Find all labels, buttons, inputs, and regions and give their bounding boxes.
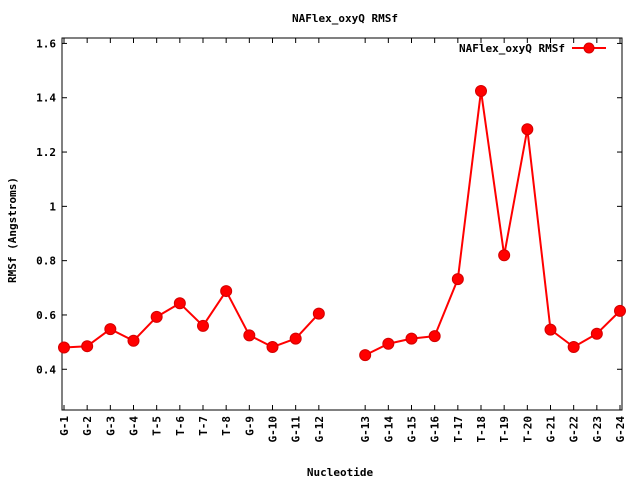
x-tick-label: G-3 (104, 416, 117, 436)
x-tick-label: G-22 (568, 416, 581, 443)
data-point (81, 340, 94, 353)
plot-area: 0.4 0.6 0.8 1 1.2 1.4 1.6 G-1 G-2 G-3 G-4 T-5 T-6 T-7… (36, 37, 627, 442)
x-tick-label: T-8 (220, 416, 233, 436)
series-line (63, 290, 320, 349)
data-point (197, 319, 209, 332)
data-point (220, 285, 233, 298)
plot-frame (61, 37, 623, 411)
x-axis-label: Nucleotide (307, 466, 374, 479)
y-tick-label: 1.4 (36, 92, 56, 105)
x-tick-label: G-2 (81, 416, 94, 436)
x-tick-label: G-15 (406, 416, 419, 443)
data-point (289, 332, 302, 345)
y-tick-label: 1 (49, 200, 56, 213)
chart-title: NAFlex_oxyQ RMSf (292, 12, 398, 25)
y-tick-label: 1.6 (36, 37, 56, 50)
data-point (150, 310, 163, 323)
legend-marker (583, 42, 595, 54)
x-tick-label: G-23 (591, 416, 604, 443)
x-tick-label: G-10 (267, 416, 280, 443)
y-tick-label: 0.6 (36, 309, 56, 322)
x-tick-label: G-11 (290, 416, 303, 443)
x-tick-label: G-24 (614, 416, 627, 443)
data-point (104, 323, 117, 336)
x-tick-label: G-21 (545, 416, 558, 443)
data-point (243, 329, 256, 342)
legend-label: NAFlex_oxyQ RMSf (459, 42, 565, 55)
x-tick-label: T-5 (151, 416, 164, 436)
data-point (359, 349, 372, 362)
legend: NAFlex_oxyQ RMSf (459, 42, 606, 55)
x-tick-label: G-14 (382, 416, 395, 443)
data-point (567, 341, 580, 354)
data-point (475, 84, 487, 97)
data-point (312, 307, 325, 320)
x-tick-label: G-12 (313, 416, 326, 443)
x-tick-label: T-18 (475, 416, 488, 443)
x-tick-label: G-13 (359, 416, 372, 443)
data-point (266, 341, 279, 354)
x-tick-label: T-17 (452, 416, 465, 443)
data-point (382, 337, 395, 350)
data-point (614, 304, 626, 317)
y-tick-label: 1.2 (36, 146, 56, 159)
y-tick-label: 0.4 (36, 363, 56, 376)
x-tick-label: G-9 (243, 416, 256, 436)
x-tick-label: T-19 (498, 416, 511, 443)
data-point (451, 273, 464, 286)
data-point (521, 123, 534, 136)
x-tick-label: T-6 (174, 416, 187, 436)
series-line (364, 89, 621, 357)
x-tick-label: T-20 (521, 416, 534, 443)
y-axis-label: RMSf (Angstroms) (6, 177, 19, 283)
data-point (58, 341, 70, 354)
data-point (405, 332, 418, 345)
data-point (127, 334, 140, 347)
x-tick-label: G-1 (58, 416, 71, 436)
data-point (544, 323, 557, 336)
x-tick-label: G-16 (429, 416, 442, 443)
data-point (498, 249, 511, 262)
data-point (173, 297, 186, 310)
data-point (428, 330, 441, 343)
x-tick-label: G-4 (128, 416, 141, 436)
x-tick-label: T-7 (197, 416, 210, 436)
data-point (590, 327, 603, 340)
y-tick-label: 0.8 (36, 255, 56, 268)
